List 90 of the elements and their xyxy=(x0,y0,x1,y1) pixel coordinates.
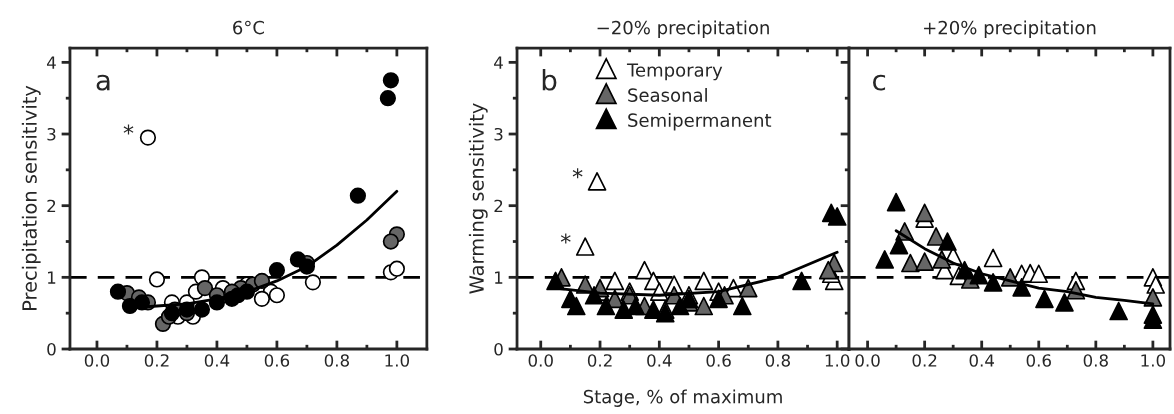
point xyxy=(148,271,166,288)
x-tick-label: 1.0 xyxy=(825,354,850,367)
x-axis-title: Stage, % of maximum xyxy=(583,389,782,407)
point xyxy=(1143,305,1163,324)
annotation: * xyxy=(123,124,134,135)
legend-label: Semipermanent xyxy=(628,113,772,131)
y-tick-label: 0 xyxy=(494,342,503,356)
point xyxy=(626,296,645,316)
point xyxy=(1035,289,1054,309)
annotation: c xyxy=(873,74,886,91)
legend-label: Temporary xyxy=(626,63,723,81)
point xyxy=(915,252,934,271)
point xyxy=(1055,293,1074,312)
y-tick-label: 1 xyxy=(495,271,503,284)
point xyxy=(109,283,127,300)
y-tick-label: 2 xyxy=(494,199,503,213)
point xyxy=(584,285,604,305)
x-tick-label: 0.0 xyxy=(84,354,110,367)
y-tick-label: 1 xyxy=(48,271,56,284)
point xyxy=(969,265,989,285)
x-tick-label: 0.2 xyxy=(144,354,169,367)
x-tick-label: 1.0 xyxy=(385,354,410,367)
x-tick-label: 0.6 xyxy=(1026,354,1051,367)
point xyxy=(575,237,595,256)
y-tick-label: 4 xyxy=(494,56,503,69)
point xyxy=(886,192,906,212)
y-axis-title: Precipitation sensitivity xyxy=(21,85,41,310)
point xyxy=(139,129,157,146)
point xyxy=(587,171,607,191)
point xyxy=(1029,264,1049,284)
x-tick-label: 0.8 xyxy=(1083,354,1108,367)
chart-title: −20% precipitation xyxy=(597,20,769,38)
x-tick-label: 0.8 xyxy=(324,354,350,367)
point xyxy=(915,203,934,223)
annotation: * xyxy=(560,233,571,244)
chart-title: +20% precipitation xyxy=(924,20,1096,38)
chart-title: 6°C xyxy=(233,20,264,35)
point xyxy=(566,296,586,316)
x-tick-label: 0.2 xyxy=(587,354,612,367)
point xyxy=(983,273,1003,292)
x-tick-label: 0.4 xyxy=(969,354,995,367)
y-tick-label: 3 xyxy=(47,127,56,141)
y-tick-label: 2 xyxy=(47,199,56,213)
x-tick-label: 1.0 xyxy=(1141,354,1166,367)
point xyxy=(827,207,847,226)
point xyxy=(379,90,396,107)
point xyxy=(635,260,654,280)
point xyxy=(901,253,920,273)
point xyxy=(268,262,286,279)
point xyxy=(382,233,399,250)
x-tick-label: 0.0 xyxy=(528,354,553,367)
x-tick-label: 0.4 xyxy=(204,354,230,367)
point xyxy=(955,260,974,280)
x-tick-label: 0.0 xyxy=(855,354,880,367)
x-tick-label: 0.8 xyxy=(765,354,790,367)
point xyxy=(694,296,714,316)
y-axis-title: Warming sensitivity xyxy=(468,103,488,294)
point xyxy=(196,279,214,297)
annotation: * xyxy=(572,168,583,179)
point xyxy=(268,287,286,304)
point xyxy=(792,271,811,291)
point xyxy=(193,301,211,318)
point xyxy=(1109,301,1128,321)
x-tick-label: 0.6 xyxy=(706,354,731,367)
y-tick-label: 3 xyxy=(494,127,503,141)
point xyxy=(596,296,616,316)
x-tick-label: 0.2 xyxy=(912,354,937,367)
point xyxy=(253,290,271,307)
point xyxy=(1012,278,1031,297)
x-tick-label: 0.6 xyxy=(264,354,290,367)
point xyxy=(388,260,405,277)
y-tick-label: 0 xyxy=(47,342,56,356)
point xyxy=(605,271,625,291)
point xyxy=(732,296,752,316)
point xyxy=(938,232,957,251)
point xyxy=(694,271,714,291)
point xyxy=(875,250,895,269)
point xyxy=(349,187,367,204)
point xyxy=(382,72,399,89)
annotation: a xyxy=(96,74,110,91)
annotation: b xyxy=(542,69,557,91)
legend-label: Seasonal xyxy=(628,87,707,102)
point xyxy=(709,289,728,309)
y-tick-label: 4 xyxy=(46,56,56,69)
x-tick-label: 0.4 xyxy=(647,354,672,367)
point xyxy=(304,274,322,291)
point xyxy=(926,227,946,246)
point xyxy=(614,300,634,319)
point xyxy=(983,248,1003,268)
point xyxy=(889,235,909,255)
